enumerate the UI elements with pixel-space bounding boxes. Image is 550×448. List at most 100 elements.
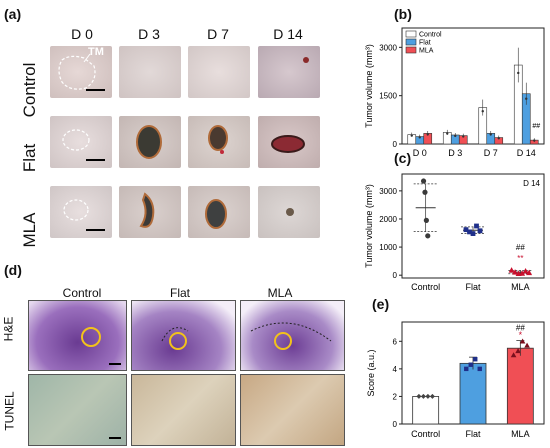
legend-swatch	[405, 30, 417, 38]
panel-a-label: (a)	[4, 6, 22, 22]
data-point	[416, 393, 422, 399]
y-tick-label: 3000	[379, 43, 397, 52]
data-point	[524, 342, 530, 348]
legend-label: Control	[419, 32, 442, 39]
tunel-mla	[240, 374, 345, 446]
col-title-d7: D 7	[207, 26, 229, 42]
data-point	[515, 348, 521, 354]
data-point	[525, 97, 528, 100]
data-point	[519, 338, 526, 344]
y-tick-label: 0	[393, 271, 398, 280]
data-point	[464, 366, 469, 372]
y-tick-label: 1500	[379, 92, 397, 101]
data-point	[454, 134, 457, 138]
y-tick-label: 0	[393, 420, 398, 429]
y-tick-label: 6	[393, 337, 398, 346]
data-point	[418, 136, 421, 139]
photo-control-d14	[258, 46, 320, 98]
chart-c: 0 1000 2000 3000 Tumor volume (mm³) D 14 Contr…	[364, 173, 545, 292]
he-flat	[131, 300, 236, 371]
x-tick-label: D 14	[517, 148, 536, 158]
x-tick-label: D 7	[484, 148, 498, 158]
tunel-control	[28, 374, 127, 446]
bar	[506, 347, 534, 425]
data-point	[423, 217, 429, 223]
data-point	[533, 139, 536, 142]
data-point	[446, 132, 449, 135]
d-col-control: Control	[62, 286, 102, 300]
d-col-flat: Flat	[169, 286, 190, 300]
bar	[459, 362, 487, 425]
tumor-outline-control-d0	[58, 53, 105, 91]
panel-d-label: (d)	[4, 262, 22, 278]
corner-label: D 14	[523, 179, 540, 188]
photo-mla-d3	[119, 186, 181, 238]
x-tick-label: Control	[411, 429, 440, 439]
col-title-d14: D 14	[273, 26, 303, 42]
data-point	[522, 267, 529, 274]
tm-label: TM	[88, 46, 104, 58]
legend-label: Flat	[419, 40, 431, 47]
x-tick-label: MLA	[511, 282, 530, 292]
photo-flat-d3	[119, 116, 181, 168]
legend-swatch	[405, 38, 417, 46]
x-tick-label: Flat	[465, 429, 481, 439]
photo-flat-d14	[258, 116, 320, 168]
data-point	[474, 223, 479, 229]
data-point	[519, 270, 526, 276]
y-tick-label: 1000	[379, 243, 397, 252]
y-tick-label: 4	[393, 365, 398, 374]
significance-label: ##	[516, 323, 525, 332]
data-point	[477, 366, 482, 372]
significance-label: **	[517, 254, 523, 263]
data-point	[468, 362, 473, 367]
photo-flat-d0	[50, 116, 112, 168]
data-point	[467, 229, 472, 235]
x-tick-label: D 0	[413, 148, 427, 158]
photo-control-d3	[119, 46, 181, 98]
x-tick-label: Control	[411, 282, 440, 292]
plot-frame	[401, 173, 545, 279]
d-col-mla: MLA	[267, 286, 293, 300]
legend-swatch	[405, 46, 417, 54]
data-point	[463, 227, 469, 233]
data-point	[481, 110, 484, 113]
y-tick-label: 2	[393, 392, 398, 401]
photo-mla-d14	[258, 186, 320, 238]
col-title-d3: D 3	[138, 26, 160, 42]
panel-e-label: (e)	[372, 296, 390, 312]
he-mla	[240, 300, 345, 371]
bar	[412, 396, 440, 425]
col-title-d0: D 0	[71, 26, 93, 42]
data-point	[470, 231, 476, 236]
photo-control-d7	[188, 46, 250, 98]
data-point	[489, 133, 492, 136]
data-point	[425, 393, 431, 399]
data-point	[508, 267, 515, 273]
significance-label: *	[519, 330, 523, 340]
x-tick-label: Flat	[465, 282, 481, 292]
y-axis-label: Tumor volume (mm³)	[364, 44, 374, 128]
x-tick-label: D 3	[448, 148, 462, 158]
photo-mla-d0	[50, 186, 112, 238]
row-label-flat: Flat	[20, 143, 39, 173]
data-point	[512, 269, 519, 275]
data-point	[477, 228, 483, 234]
legend-label: MLA	[419, 48, 434, 55]
panel-b-label: (b)	[394, 6, 412, 22]
y-axis-label: Tumor volume (mm³)	[364, 184, 374, 268]
tunel-flat	[131, 374, 236, 446]
data-point	[426, 133, 429, 136]
data-point	[410, 134, 413, 137]
photo-flat-d7	[188, 116, 250, 168]
significance-label: ##	[516, 243, 525, 252]
data-point	[420, 393, 426, 399]
panel-c-label: (c)	[394, 150, 412, 166]
photo-control-d0: TM	[50, 46, 112, 98]
data-point	[462, 135, 465, 138]
significance-label: ##	[532, 123, 540, 130]
y-axis-label: Score (a.u.)	[366, 349, 376, 396]
data-point	[510, 352, 517, 358]
y-tick-label: 3000	[379, 187, 397, 196]
chart-e: 0 2 4 6 Score (a.u.) Control Flat MLA ##*	[366, 321, 545, 439]
